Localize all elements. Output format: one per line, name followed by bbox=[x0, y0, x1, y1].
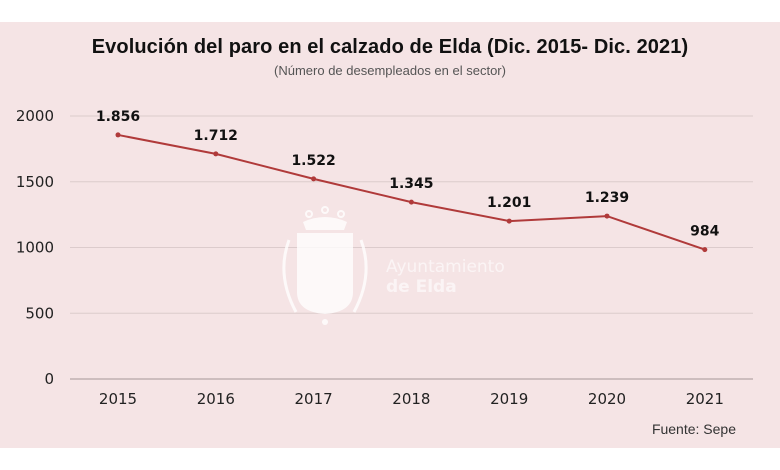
chart-title: Evolución del paro en el calzado de Elda… bbox=[91, 36, 689, 58]
x-tick-label: 2018 bbox=[392, 390, 430, 408]
data-label-2016: 1.712 bbox=[194, 128, 238, 144]
x-tick-label: 2016 bbox=[197, 390, 235, 408]
data-point-2017 bbox=[311, 176, 317, 182]
data-point-2021 bbox=[702, 247, 708, 253]
y-tick-label: 500 bbox=[25, 304, 54, 322]
data-point-2016 bbox=[213, 151, 219, 157]
coat-of-arms-icon bbox=[282, 206, 368, 325]
watermark-line1: Ayuntamiento bbox=[386, 257, 505, 277]
x-tick-label: 2015 bbox=[99, 390, 137, 408]
data-label-2018: 1.345 bbox=[389, 176, 433, 192]
data-label-2019: 1.201 bbox=[487, 195, 531, 211]
data-label-2020: 1.239 bbox=[585, 190, 629, 206]
data-label-2015: 1.856 bbox=[96, 109, 140, 125]
gridlines bbox=[70, 115, 753, 380]
watermark-line2: de Elda bbox=[386, 277, 457, 297]
series-line-group bbox=[115, 132, 708, 253]
data-point-2019 bbox=[506, 218, 512, 224]
y-tick-label: 2000 bbox=[16, 107, 54, 125]
data-point-2018 bbox=[408, 199, 414, 205]
x-axis-ticks: 2015 2016 2017 2018 2019 2020 2021 bbox=[99, 390, 724, 408]
x-tick-label: 2021 bbox=[686, 390, 724, 408]
data-point-2020 bbox=[604, 213, 610, 219]
x-tick-label: 2019 bbox=[490, 390, 528, 408]
y-axis-ticks: 0 500 1000 1500 2000 bbox=[16, 107, 54, 388]
x-tick-label: 2017 bbox=[295, 390, 333, 408]
y-tick-label: 0 bbox=[44, 370, 54, 388]
source-note: Fuente: Sepe bbox=[651, 421, 736, 437]
x-tick-label: 2020 bbox=[588, 390, 626, 408]
data-label-2017: 1.522 bbox=[291, 153, 335, 169]
data-label-2021: 984 bbox=[690, 224, 719, 240]
data-labels: 1.856 1.712 1.522 1.345 1.201 1.239 984 bbox=[96, 109, 720, 240]
y-tick-label: 1000 bbox=[16, 239, 54, 257]
data-point-2015 bbox=[115, 132, 121, 138]
y-tick-label: 1500 bbox=[16, 173, 54, 191]
watermark: Ayuntamiento de Elda bbox=[282, 206, 505, 325]
chart-subtitle: (Número de desempleados en el sector) bbox=[274, 63, 506, 78]
chart-panel bbox=[0, 22, 780, 448]
